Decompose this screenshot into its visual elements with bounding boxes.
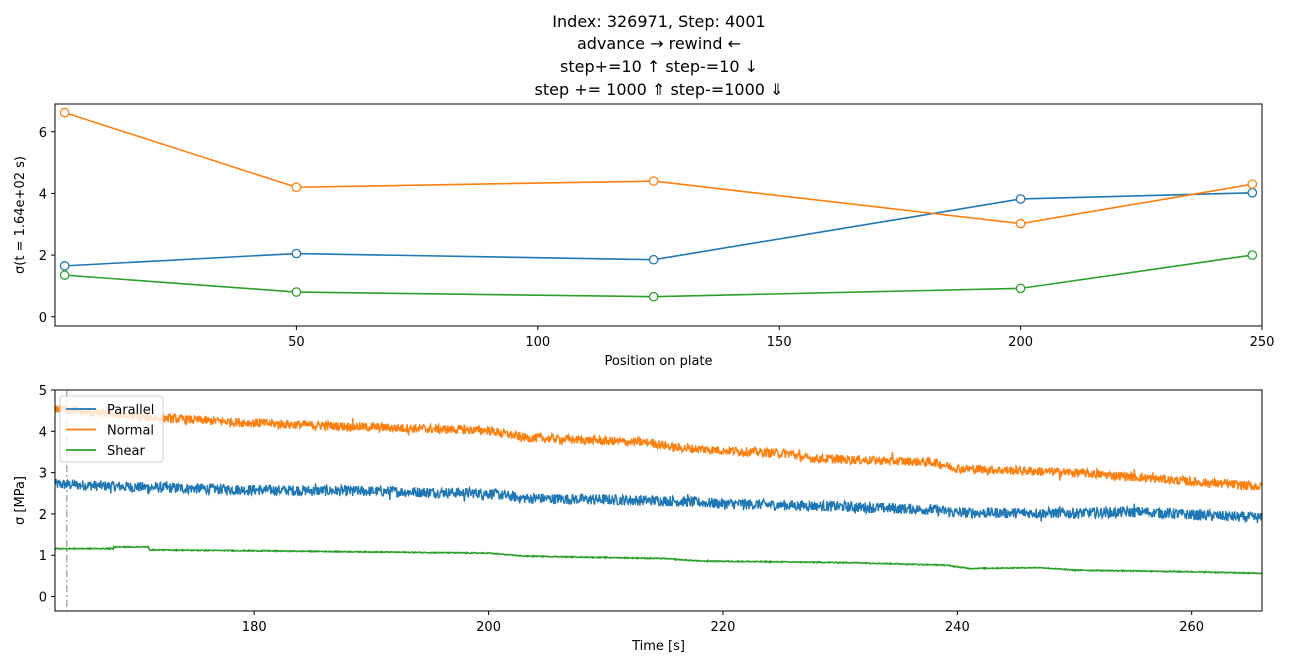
panel2-y-tick-label: 4 xyxy=(39,425,47,440)
panel2-y-tick-label: 5 xyxy=(39,384,47,399)
panel2-legend: Parallel Normal Shear xyxy=(59,395,164,463)
title-line-2: advance → rewind ← xyxy=(577,34,741,53)
panel2-x-tick-label: 220 xyxy=(711,620,736,635)
panel1-x-tick-label: 50 xyxy=(288,335,305,350)
panel1-x-tick-label: 250 xyxy=(1250,335,1275,350)
panel2-x-axis-label: Time [s] xyxy=(631,639,685,654)
panel2-legend-box xyxy=(59,395,164,463)
panel2-x-tick-label: 180 xyxy=(242,620,267,635)
panel2-y-tick-label: 1 xyxy=(39,549,47,564)
panel1-series-2-point xyxy=(291,182,302,193)
panel2-series-line-normal xyxy=(55,405,1262,491)
panel1-x-tick-label: 150 xyxy=(767,335,792,350)
panel1-series-line-3 xyxy=(64,254,1253,298)
panel1-y-tick-label: 6 xyxy=(39,126,47,141)
panel2-y-tick-label: 2 xyxy=(39,508,47,523)
panel1-x-tick-label: 200 xyxy=(1008,335,1033,350)
panel1-series-line-2 xyxy=(64,111,1253,225)
panel1-y-axis-label: σ(t = 1.64e+02 s) xyxy=(13,156,28,274)
panel1-plot-area xyxy=(59,107,1258,302)
panel2-x-tick-label: 240 xyxy=(945,620,970,635)
panel2-plot-area xyxy=(55,390,1262,611)
panel2-y-axis-label: σ [MPa] xyxy=(13,476,28,525)
panel1-series-2-point xyxy=(648,176,659,186)
panel1-series-line-1 xyxy=(64,192,1253,267)
panel2-series-line-shear xyxy=(55,544,1262,575)
panel1-series-1-point xyxy=(648,254,659,265)
panel2-x-tick-label: 200 xyxy=(476,620,501,635)
title-line-4: step += 1000 ⇑ step-=1000 ⇓ xyxy=(534,80,784,99)
panel2-x-tick-label: 260 xyxy=(1179,620,1204,635)
panel1-series-3-point xyxy=(1015,283,1026,294)
panel1-series-1-point xyxy=(291,248,302,259)
panel1-series-1-point xyxy=(1247,187,1258,198)
panel2-legend-label-normal: Normal xyxy=(107,424,154,439)
panel2-legend-label-parallel: Parallel xyxy=(107,403,154,418)
panel2-legend-label-shear: Shear xyxy=(107,444,145,459)
panel2-y-tick-label: 0 xyxy=(39,591,47,606)
panel1-series-3-point xyxy=(1247,250,1258,260)
panel1-series-1-point xyxy=(1015,194,1026,204)
panel1-series-3-point xyxy=(291,287,302,297)
panel1-series-2-point xyxy=(59,107,70,118)
title-line-1: Index: 326971, Step: 4001 xyxy=(552,12,766,31)
panel1-series-2-point xyxy=(1247,179,1258,190)
panel1-series-3-point xyxy=(648,291,659,302)
panel2-axes-frame xyxy=(54,389,1263,612)
panel1-series-2-point xyxy=(1015,218,1026,229)
panel1-y-tick-label: 2 xyxy=(39,249,47,264)
panel1-y-tick-label: 4 xyxy=(39,187,47,202)
panel1-x-tick-label: 100 xyxy=(525,335,550,350)
title-line-3: step+=10 ↑ step-=10 ↓ xyxy=(560,57,758,76)
panel1-axes-frame xyxy=(54,103,1263,327)
panel2-y-tick-label: 3 xyxy=(39,467,47,482)
panel1-series-3-point xyxy=(59,270,70,280)
panel1-x-axis-label: Position on plate xyxy=(605,354,713,369)
panel2-series-line-parallel xyxy=(55,478,1262,523)
panel1-series-1-point xyxy=(59,261,70,271)
panel1-y-tick-label: 0 xyxy=(39,311,47,326)
